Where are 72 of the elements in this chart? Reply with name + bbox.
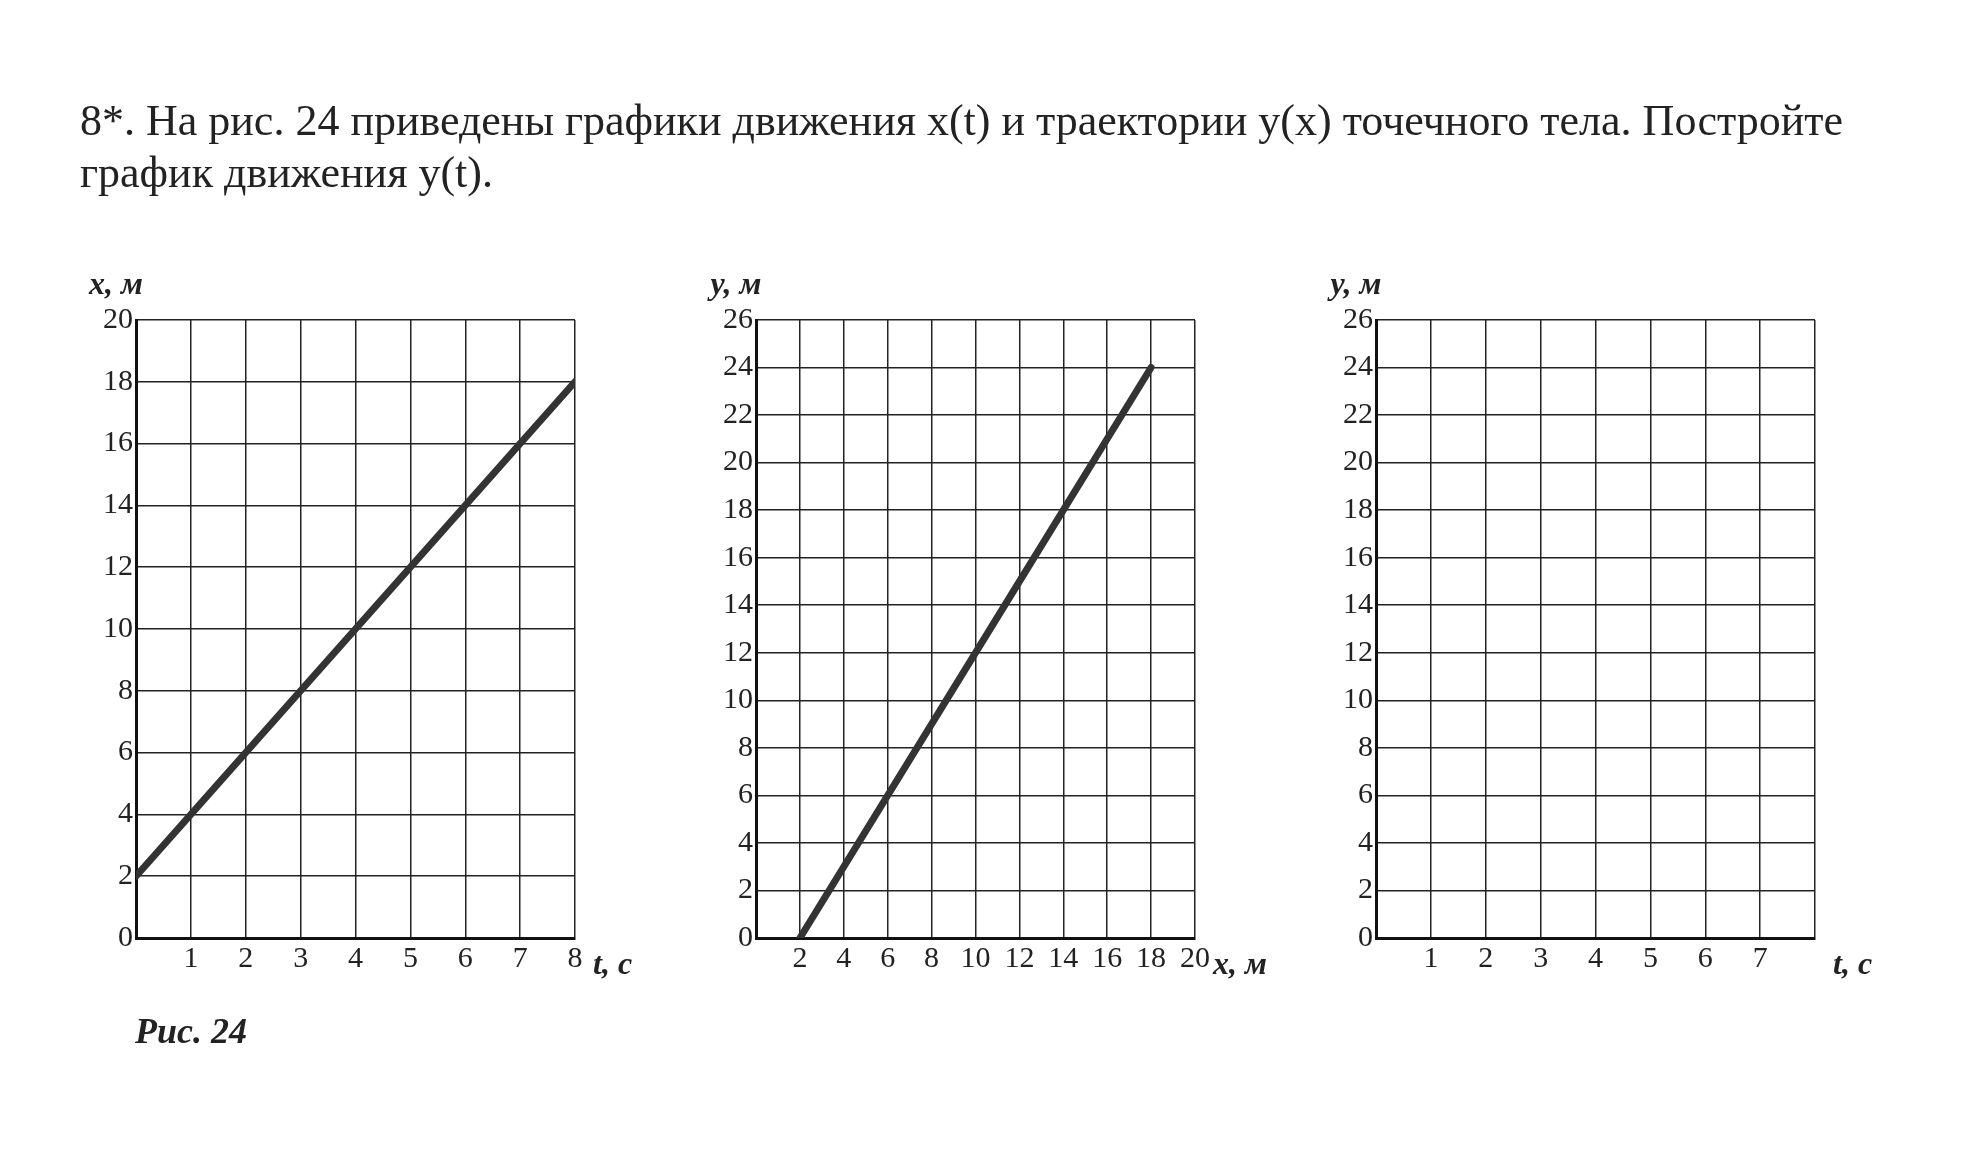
y-tick-label: 14 — [1343, 586, 1373, 620]
y-tick-label: 8 — [738, 728, 753, 762]
x-tick-label: 6 — [880, 939, 896, 973]
y-tick-label: 24 — [1343, 348, 1373, 382]
x-tick-label: 12 — [1004, 939, 1035, 973]
y-tick-label: 8 — [1358, 728, 1373, 762]
y-tick-label: 16 — [723, 538, 753, 572]
y-tick-label: 20 — [1343, 443, 1373, 477]
y-tick-label: 16 — [1343, 538, 1373, 572]
x-tick-label: 4 — [836, 939, 852, 973]
x-tick-label: 5 — [1642, 939, 1658, 973]
y-tick-label: 8 — [118, 671, 133, 705]
y-tick-label: 26 — [723, 300, 753, 334]
x-axis-title: t, с — [1833, 945, 1873, 982]
y-tick-label: 0 — [1358, 918, 1373, 952]
x-tick-label: 7 — [1752, 939, 1768, 973]
x-tick-label: 8 — [924, 939, 940, 973]
x-tick-label: 3 — [1533, 939, 1549, 973]
y-tick-label: 22 — [1343, 395, 1373, 429]
y-tick-label: 10 — [103, 609, 133, 643]
y-tick-label: 12 — [1343, 633, 1373, 667]
x-tick-label: 10 — [960, 939, 991, 973]
y-tick-label: 18 — [723, 491, 753, 525]
x-tick-label: 4 — [348, 939, 363, 973]
y-tick-label: 2 — [738, 871, 753, 905]
y-axis-title: y, м — [706, 265, 762, 302]
y-tick-label: 24 — [723, 348, 753, 382]
y-tick-label: 18 — [1343, 491, 1373, 525]
y-axis-title: y, м — [1326, 265, 1382, 302]
y-tick-label: 20 — [103, 300, 133, 334]
y-tick-label: 4 — [118, 795, 133, 829]
y-tick-label: 4 — [1358, 823, 1373, 857]
x-tick-label: 4 — [1588, 939, 1603, 973]
y-tick-label: 6 — [118, 733, 133, 767]
x-tick-label: 1 — [1423, 939, 1439, 973]
x-tick-label: 6 — [1697, 939, 1713, 973]
y-tick-label: 2 — [1358, 871, 1373, 905]
y-tick-label: 18 — [103, 362, 133, 396]
x-tick-label: 5 — [402, 939, 418, 973]
y-tick-label: 20 — [723, 443, 753, 477]
x-tick-label: 18 — [1136, 939, 1167, 973]
x-tick-label: 14 — [1048, 939, 1079, 973]
y-tick-label: 14 — [103, 486, 133, 520]
y-tick-label: 14 — [723, 586, 753, 620]
y-tick-label: 22 — [723, 395, 753, 429]
y-axis-title: x, м — [88, 265, 143, 302]
text: 8*. На рис. 24 приведены графики движения x(t) и траектории y(x) точечного тела. Постройте график движения y(t). — [80, 95, 1845, 199]
x-tick-label: 7 — [512, 939, 528, 973]
y-tick-label: 6 — [738, 776, 753, 810]
y-tick-label: 10 — [723, 681, 753, 715]
x-axis-title: x, м — [1212, 945, 1267, 982]
y-tick-label: 12 — [103, 548, 133, 582]
x-tick-label: 3 — [293, 939, 309, 973]
x-tick-label: 6 — [457, 939, 473, 973]
x-axis-title: t, с — [593, 945, 633, 982]
text: Рис. 24 — [135, 1010, 247, 1052]
y-tick-label: 2 — [118, 857, 133, 891]
x-tick-label: 8 — [567, 939, 583, 973]
x-tick-label: 1 — [183, 939, 199, 973]
y-tick-label: 6 — [1358, 776, 1373, 810]
y-tick-label: 26 — [1343, 300, 1373, 334]
x-tick-label: 16 — [1092, 939, 1123, 973]
x-tick-label: 2 — [792, 939, 808, 973]
y-tick-label: 0 — [738, 918, 753, 952]
x-tick-label: 2 — [238, 939, 254, 973]
y-tick-label: 16 — [103, 424, 133, 458]
y-tick-label: 10 — [1343, 681, 1373, 715]
x-tick-label: 20 — [1180, 939, 1210, 973]
y-tick-label: 0 — [118, 918, 133, 952]
x-tick-label: 2 — [1478, 939, 1494, 973]
y-tick-label: 12 — [723, 633, 753, 667]
y-tick-label: 4 — [738, 823, 753, 857]
